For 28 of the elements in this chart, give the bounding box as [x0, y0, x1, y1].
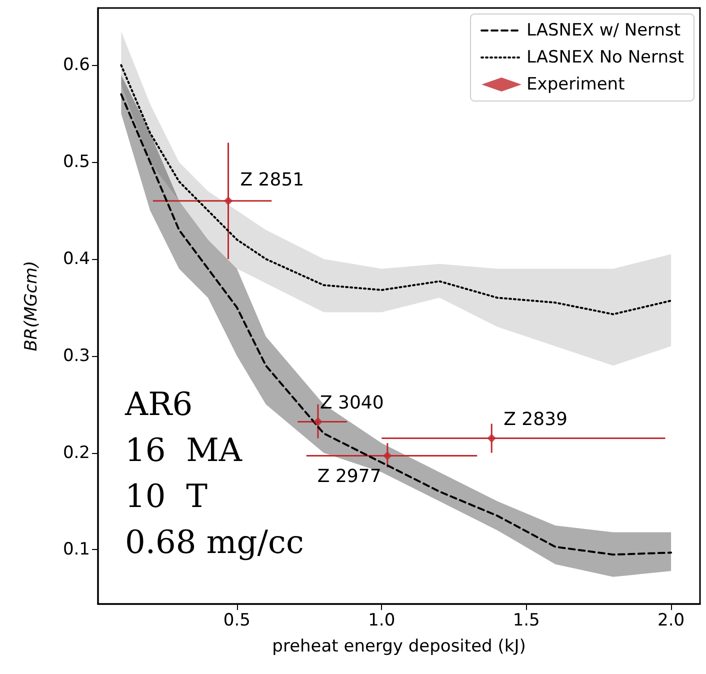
legend-label: LASNEX w/ Nernst	[526, 20, 681, 40]
y-tick-label: 0.4	[62, 249, 90, 269]
x-tick-label: 2.0	[658, 610, 685, 630]
y-tick-label: 0.5	[62, 152, 90, 172]
x-tick-label: 0.5	[223, 610, 250, 630]
point	[224, 196, 233, 206]
annotation: Z 2851	[240, 169, 304, 190]
annotation: 10 T	[125, 477, 208, 515]
annotation: 16 MA	[125, 431, 243, 469]
annotation: 0.68 mg/cc	[125, 523, 304, 561]
x-tick-label: 1.5	[512, 610, 540, 630]
point	[487, 434, 496, 443]
point	[313, 417, 322, 426]
legend-label: LASNEX No Nernst	[526, 48, 684, 68]
annotation: AR6	[124, 385, 193, 423]
y-axis-title: BR(MGcm)	[22, 260, 42, 352]
line-series	[120, 64, 672, 316]
annotation: Z 3040	[320, 392, 384, 414]
y-tick-label: 0.2	[62, 442, 90, 463]
y-tick-label: 0.1	[62, 540, 90, 560]
y-tick-label: 0.3	[62, 346, 90, 366]
annotation: Z 2839	[504, 408, 568, 430]
x-tick-label: 1.0	[368, 610, 396, 630]
y-tick-label: 0.6	[62, 55, 90, 76]
legend-label: Experiment	[526, 74, 626, 94]
point	[382, 451, 392, 460]
annotation: Z 2977	[317, 466, 382, 488]
x-axis-title: preheat energy deposited (kJ)	[272, 636, 526, 656]
